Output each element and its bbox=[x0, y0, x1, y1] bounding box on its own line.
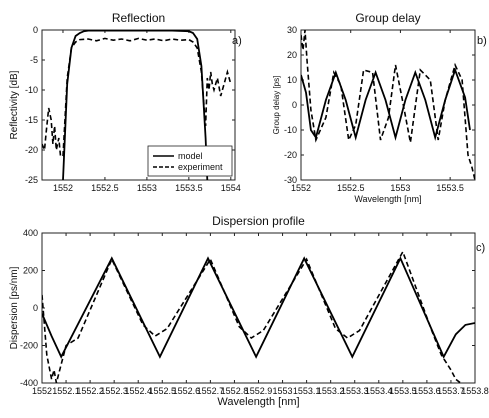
series-line-model bbox=[42, 256, 475, 359]
x-tick-label: 1552.5 bbox=[149, 386, 177, 396]
x-tick-label: 1553 bbox=[273, 386, 293, 396]
x-tick-label: 1553.8 bbox=[461, 386, 489, 396]
x-tick-label: 1552.7 bbox=[197, 386, 225, 396]
x-tick-label: 1552.8 bbox=[221, 386, 249, 396]
y-tick-label: 0 bbox=[292, 100, 297, 110]
y-axis-label: Group delay [ps] bbox=[272, 76, 281, 135]
y-tick-label: 400 bbox=[23, 228, 38, 238]
series-line-model bbox=[301, 67, 471, 142]
x-tick-label: 1552.5 bbox=[91, 183, 119, 193]
y-tick-label: -10 bbox=[25, 85, 38, 95]
x-tick-label: 1553.4 bbox=[365, 386, 393, 396]
x-tick-label: 1552.9 bbox=[245, 386, 273, 396]
panel-label: a) bbox=[232, 35, 242, 47]
x-tick-label: 1553.5 bbox=[389, 386, 417, 396]
series-line-model bbox=[62, 30, 209, 180]
x-tick-label: 1552.1 bbox=[52, 386, 80, 396]
x-tick-label: 1552.6 bbox=[173, 386, 201, 396]
y-tick-label: 20 bbox=[287, 50, 297, 60]
y-tick-label: -10 bbox=[284, 125, 297, 135]
x-tick-label: 1552.4 bbox=[124, 386, 152, 396]
x-tick-label: 1553.5 bbox=[436, 183, 464, 193]
y-tick-label: -25 bbox=[25, 175, 38, 185]
chart-title: Dispersion profile bbox=[212, 214, 305, 228]
legend-box bbox=[147, 145, 233, 177]
x-tick-label: 1553.1 bbox=[293, 386, 321, 396]
x-tick-label: 1552.3 bbox=[100, 386, 128, 396]
y-tick-label: -400 bbox=[20, 378, 38, 388]
plot-frame-b bbox=[300, 29, 476, 181]
chart-title: Reflection bbox=[112, 11, 165, 25]
chart-title: Group delay bbox=[355, 11, 420, 25]
x-tick-label: 1552.2 bbox=[76, 386, 104, 396]
y-tick-label: 200 bbox=[23, 266, 38, 276]
y-tick-label: -30 bbox=[284, 175, 297, 185]
y-tick-label: -20 bbox=[284, 150, 297, 160]
y-tick-label: -5 bbox=[30, 55, 38, 65]
x-tick-label: 1553 bbox=[390, 183, 410, 193]
x-tick-label: 1552.5 bbox=[337, 183, 365, 193]
x-tick-label: 1554 bbox=[221, 183, 241, 193]
y-tick-label: 0 bbox=[33, 303, 38, 313]
panel-label: c) bbox=[476, 242, 485, 254]
x-tick-label: 1553.3 bbox=[341, 386, 369, 396]
legend-entry: experiment bbox=[178, 162, 223, 172]
y-axis-label: Dispersion [ps/nm] bbox=[9, 266, 20, 349]
y-tick-label: 10 bbox=[287, 75, 297, 85]
y-tick-label: -20 bbox=[25, 145, 38, 155]
x-tick-label: 1552 bbox=[53, 183, 73, 193]
x-tick-label: 1552 bbox=[291, 183, 311, 193]
x-axis-label: Wavelength [nm] bbox=[354, 194, 421, 204]
y-tick-label: -15 bbox=[25, 115, 38, 125]
y-tick-label: -200 bbox=[20, 341, 38, 351]
x-tick-label: 1553 bbox=[137, 183, 157, 193]
y-tick-label: 0 bbox=[33, 25, 38, 35]
x-axis-label: Wavelength [nm] bbox=[217, 396, 299, 408]
x-tick-label: 1552 bbox=[32, 386, 52, 396]
x-tick-label: 1553.7 bbox=[437, 386, 465, 396]
x-tick-label: 1553.5 bbox=[175, 183, 203, 193]
panel-label: b) bbox=[477, 35, 487, 47]
series-line-experiment bbox=[301, 30, 475, 180]
plot-frame-c bbox=[41, 232, 476, 384]
legend-entry: model bbox=[178, 151, 203, 161]
y-axis-label: Reflectivity [dB] bbox=[9, 70, 20, 139]
x-tick-label: 1553.2 bbox=[317, 386, 345, 396]
y-tick-label: 30 bbox=[287, 25, 297, 35]
x-tick-label: 1553.6 bbox=[413, 386, 441, 396]
series-line-experiment bbox=[42, 37, 232, 157]
